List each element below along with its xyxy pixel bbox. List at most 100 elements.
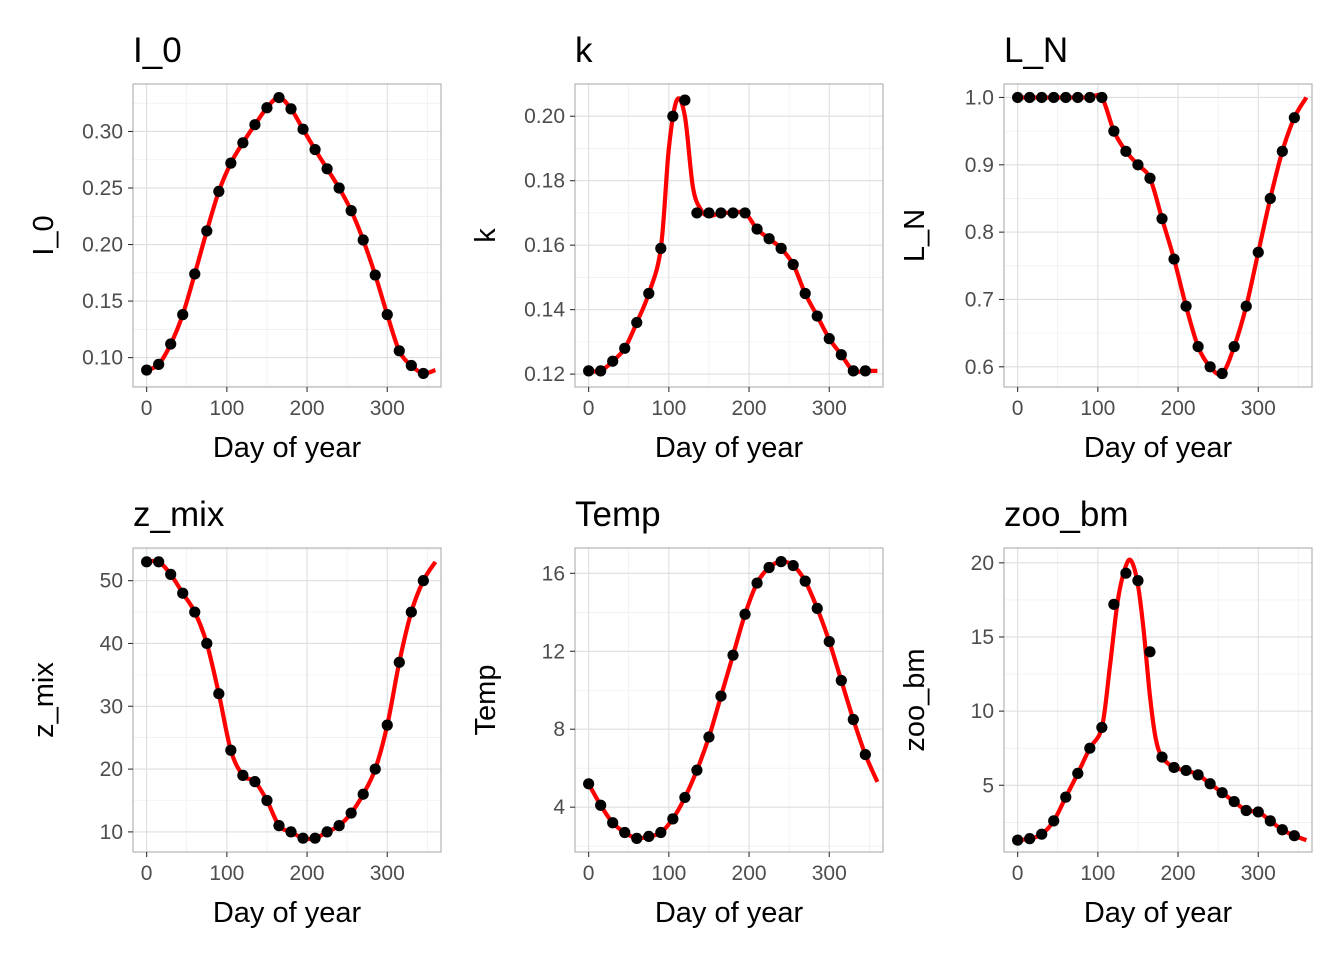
data-point [1168, 761, 1180, 774]
y-tick-label: 0.12 [524, 363, 565, 386]
data-point [213, 185, 225, 198]
panel-border [132, 547, 442, 853]
data-point [297, 123, 309, 135]
data-point [225, 157, 237, 169]
plot-area [1004, 548, 1312, 852]
data-point [763, 561, 775, 574]
y-tick-label: 15 [971, 626, 994, 649]
data-point [607, 355, 619, 367]
data-point [1084, 742, 1096, 754]
y-tick-label: 0.15 [82, 290, 123, 313]
data-point [417, 575, 429, 587]
y-tick-label: 0.7 [965, 288, 994, 311]
data-point [631, 832, 643, 844]
data-point [691, 207, 703, 219]
y-tick-label: 0.16 [524, 234, 565, 257]
data-point [237, 137, 249, 149]
y-tick-label: 0.14 [524, 299, 565, 322]
y-tick-label: 12 [542, 640, 565, 663]
data-point [393, 656, 405, 668]
data-point [583, 778, 595, 790]
data-point [1252, 806, 1264, 818]
data-point [679, 94, 691, 106]
y-axis-label: k [470, 228, 502, 243]
chart-panel-2: 0 100 200 300 0.6 0.7 0.8 0.9 1.0 L_N Day of year L… [899, 31, 1313, 464]
data-point [1240, 300, 1252, 312]
panel-border [574, 83, 884, 388]
data-point [165, 568, 177, 580]
data-point [667, 110, 679, 122]
data-point [1048, 815, 1060, 827]
y-tick-label: 0.25 [82, 177, 123, 200]
data-point [715, 690, 727, 702]
x-tick-label: 300 [812, 397, 847, 420]
data-point [607, 817, 619, 829]
x-tick-label: 200 [1161, 397, 1196, 420]
data-point [775, 556, 787, 568]
data-point [631, 316, 643, 329]
data-point [1192, 769, 1204, 781]
y-tick-label: 16 [542, 562, 565, 585]
data-point [213, 688, 225, 700]
data-point [1216, 787, 1228, 799]
data-point [643, 287, 655, 300]
chart-title: I_0 [133, 31, 182, 70]
data-point [357, 234, 369, 246]
chart-panel-3: 0 100 200 300 10 20 30 40 50 z_mix Day of year z_mi… [28, 495, 442, 929]
data-point [1168, 253, 1180, 265]
data-point [165, 338, 177, 350]
data-point [1120, 567, 1132, 579]
data-point [261, 794, 273, 807]
data-point [1264, 192, 1276, 205]
data-point [1180, 300, 1192, 312]
data-point [405, 606, 417, 618]
data-point [1060, 91, 1072, 104]
data-point [297, 832, 309, 844]
panel-border [132, 83, 442, 388]
x-tick-label: 200 [290, 397, 325, 420]
x-tick-label: 0 [1012, 397, 1024, 420]
y-tick-label: 20 [100, 758, 123, 781]
data-point [1180, 764, 1192, 777]
data-point [811, 310, 823, 322]
data-point [847, 365, 859, 377]
data-point [273, 820, 285, 832]
data-point [333, 182, 345, 194]
chart-panel-4: 0 100 200 300 4 8 12 16 Temp Day of year Temp [470, 495, 884, 929]
x-tick-label: 200 [732, 397, 767, 420]
x-tick-label: 100 [209, 862, 244, 885]
data-point [1216, 367, 1228, 380]
x-tick-label: 100 [651, 397, 686, 420]
data-point [1096, 721, 1108, 734]
chart-title: k [575, 31, 593, 70]
y-tick-label: 40 [100, 632, 123, 655]
x-tick-label: 300 [812, 862, 847, 885]
y-axis-label: zoo_bm [899, 648, 931, 751]
data-point [715, 207, 727, 219]
data-point [333, 820, 345, 832]
data-point [1132, 575, 1144, 587]
chart-panel-0: 0 100 200 300 0.10 0.15 0.20 0.25 0.30 I_0 Day of … [28, 31, 442, 464]
data-point [1192, 341, 1204, 353]
x-tick-label: 0 [141, 397, 153, 420]
data-point [691, 764, 703, 776]
data-point [1048, 91, 1060, 104]
data-point [1036, 91, 1048, 104]
data-point [1144, 172, 1156, 184]
data-point [1096, 91, 1108, 104]
data-point [1276, 824, 1288, 836]
x-axis-label: Day of year [655, 897, 804, 929]
panel-border [1003, 547, 1313, 853]
data-point [1084, 91, 1096, 104]
data-point [739, 207, 751, 219]
data-point [1228, 341, 1240, 353]
data-point [381, 719, 393, 731]
data-point [823, 333, 835, 345]
data-point [1024, 833, 1036, 845]
data-point [703, 207, 715, 219]
y-tick-label: 4 [553, 796, 565, 819]
y-tick-label: 1.0 [965, 86, 994, 109]
data-point [859, 365, 871, 377]
data-point [619, 342, 631, 354]
data-point [153, 358, 165, 370]
